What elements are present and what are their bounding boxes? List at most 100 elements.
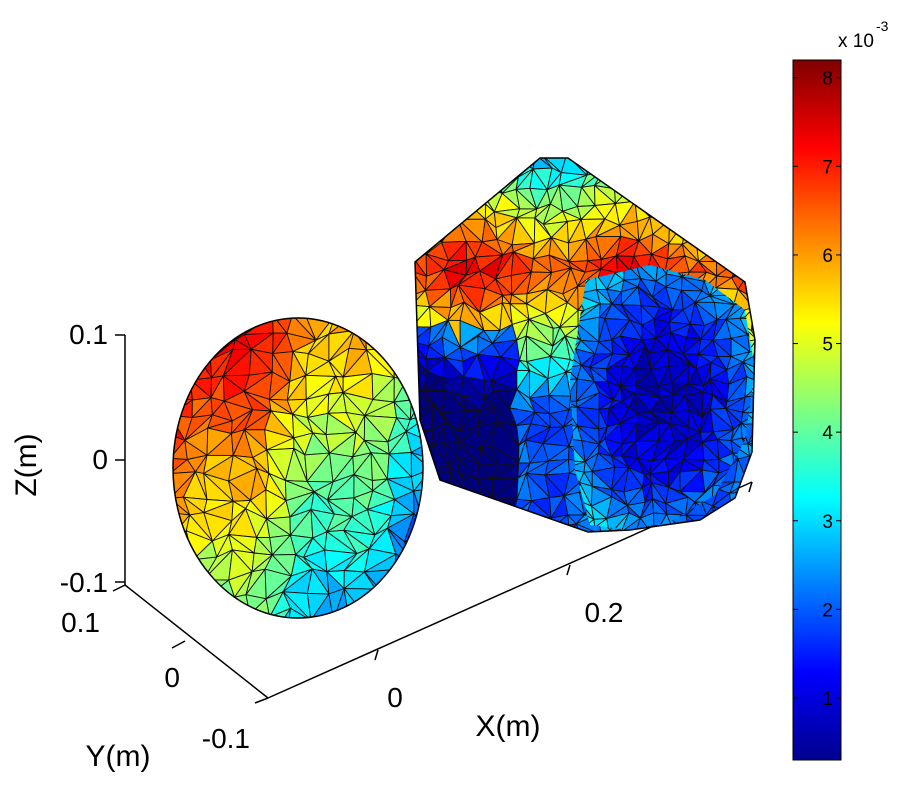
cylinder-facet [496, 158, 519, 178]
cylinder-facet [775, 328, 786, 348]
cylinder-cap-facet [723, 515, 749, 530]
cylinder-facet [765, 253, 786, 273]
cylinder-facet [752, 210, 755, 229]
cylinder-facet [716, 544, 732, 563]
cylinder-cap-facet [741, 547, 760, 563]
cylinder-cap-facet [764, 351, 775, 372]
sphere-facet [403, 535, 423, 563]
colorbar-tick-label: 5 [822, 335, 833, 356]
sphere-facet [413, 513, 423, 537]
colorbar-multiplier: x 10 [838, 31, 874, 52]
cylinder-facet [474, 526, 497, 532]
cylinder-cap-facet [754, 272, 755, 291]
cylinder-cap-facet [653, 545, 674, 562]
sphere-facet [327, 629, 356, 655]
cylinder-facet [442, 158, 466, 176]
cylinder-facet [643, 158, 673, 174]
sphere-facet [416, 631, 437, 655]
cylinder-cap-facet [606, 551, 627, 562]
cylinder-cap-facet [762, 371, 775, 383]
cylinder-facet [464, 158, 475, 176]
cylinder-cap-facet [672, 528, 687, 530]
cylinder-facet [678, 193, 701, 209]
cylinder-facet [768, 346, 787, 364]
cylinder-facet [415, 220, 436, 241]
cylinder-facet [770, 174, 787, 194]
cylinder-facet [509, 158, 537, 170]
cylinder-facet [729, 174, 755, 195]
cylinder-cap-facet [740, 265, 755, 275]
colorbar-tick-label: 2 [822, 600, 833, 621]
cylinder-facet [474, 512, 497, 532]
y-axis-line [124, 584, 269, 699]
cylinder-facet [747, 533, 765, 548]
cylinder-facet [496, 158, 519, 178]
cylinder-facet [457, 188, 487, 205]
cylinder-facet [686, 216, 705, 239]
cylinder-facet [670, 165, 689, 196]
cylinder-facet [446, 551, 468, 563]
cylinder-facet [679, 158, 705, 176]
cylinder-facet [560, 541, 584, 563]
sphere-facet [364, 318, 390, 336]
cylinder-facet [750, 307, 755, 331]
sphere-facet [391, 333, 418, 353]
cylinder-facet [575, 522, 603, 532]
cylinder-cap-facet [762, 383, 775, 396]
sphere-facet [394, 631, 416, 655]
cylinder-facet [757, 340, 775, 354]
cylinder-cap-facet [762, 516, 775, 536]
cylinder-facet [753, 237, 755, 257]
cylinder-facet [671, 158, 682, 168]
cylinder-facet [745, 284, 755, 309]
cylinder-facet [767, 457, 786, 476]
cylinder-facet [495, 547, 510, 563]
cylinder-facet [465, 512, 482, 528]
cylinder-facet [738, 158, 755, 176]
cylinder-cap-facet [653, 550, 674, 562]
cylinder-cap-facet [746, 519, 755, 530]
cylinder-facet [621, 542, 631, 563]
y-axis-label: Y(m) [86, 740, 151, 773]
cylinder-cap-facet [623, 544, 645, 562]
sphere-facet [204, 596, 236, 618]
cylinder-facet [447, 551, 468, 563]
cylinder-facet [628, 184, 653, 205]
x-tick-1: 0.2 [585, 597, 624, 628]
cylinder-cap-facet [762, 372, 775, 383]
sphere-facet [205, 318, 234, 341]
cylinder-facet [529, 544, 550, 563]
cylinder-facet [678, 206, 702, 219]
cylinder-facet [478, 165, 503, 195]
cylinder-facet [714, 168, 741, 194]
cylinder-facet [430, 226, 443, 244]
sphere-facet [173, 379, 193, 401]
cylinder-facet [628, 187, 653, 205]
sphere-facet [346, 614, 366, 618]
colorbar-exponent: -3 [876, 18, 889, 34]
sphere-facet [389, 589, 415, 616]
cylinder-facet [752, 490, 755, 514]
cylinder-facet [595, 158, 621, 172]
cylinder-facet [687, 174, 699, 196]
cylinder-facet [617, 158, 635, 170]
sphere-facet [409, 560, 423, 582]
colorbar-ticks: 1 2 3 4 5 6 7 8 [793, 69, 841, 710]
sphere-facet [173, 589, 185, 618]
cylinder-facet [415, 158, 434, 176]
cylinder-facet [701, 544, 723, 563]
cylinder-facet [434, 209, 452, 228]
cylinder-facet [526, 535, 549, 550]
cylinder-facet [445, 522, 465, 532]
cylinder-cap-facet [729, 499, 750, 522]
sphere-facet [352, 318, 376, 334]
sphere-facet [182, 568, 205, 591]
x-tick-0: 0 [387, 682, 403, 713]
sphere-facet [424, 631, 450, 655]
cylinder-facet [465, 497, 484, 519]
sphere-facet [312, 629, 333, 655]
sphere-facet [287, 635, 312, 656]
cylinder-facet [415, 182, 432, 207]
cylinder-facet [686, 206, 705, 226]
